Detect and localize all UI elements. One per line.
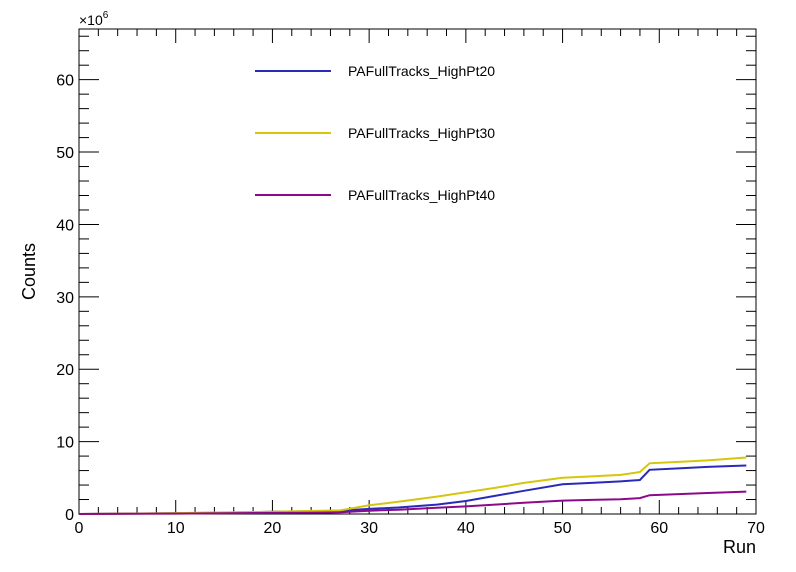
legend-label: PAFullTracks_HighPt30 xyxy=(348,125,495,141)
x-tick-label: 10 xyxy=(167,520,185,537)
x-tick-label: 50 xyxy=(554,520,572,537)
y-tick-label: 50 xyxy=(56,145,74,162)
plot-area-border xyxy=(78,28,757,515)
legend-label: PAFullTracks_HighPt40 xyxy=(348,187,495,203)
legend: PAFullTracks_HighPt20 PAFullTracks_HighPt… xyxy=(255,63,495,203)
plot-frame xyxy=(78,28,757,515)
series-line xyxy=(78,490,747,515)
axis-ticks: 0 10 20 30 40 50 60 70 0 10 20 30 40 50 60 xyxy=(56,29,765,537)
x-tick-label: 30 xyxy=(360,520,378,537)
y-tick-label: 40 xyxy=(56,217,74,234)
y-tick-label: 10 xyxy=(56,435,74,452)
series-lines xyxy=(78,456,747,515)
x-tick-label: 0 xyxy=(75,520,84,537)
y-multiplier-label: ×106 xyxy=(79,10,109,28)
y-tick-label: 0 xyxy=(65,507,74,524)
legend-label: PAFullTracks_HighPt20 xyxy=(348,63,495,79)
x-tick-label: 60 xyxy=(650,520,668,537)
x-axis-label: Run xyxy=(723,537,756,557)
y-tick-label: 30 xyxy=(56,290,74,307)
y-tick-label: 20 xyxy=(56,362,74,379)
x-tick-label: 70 xyxy=(747,520,765,537)
y-axis-label: Counts xyxy=(19,243,39,300)
x-tick-label: 40 xyxy=(457,520,475,537)
x-tick-label: 20 xyxy=(264,520,282,537)
y-tick-label: 60 xyxy=(56,73,74,90)
